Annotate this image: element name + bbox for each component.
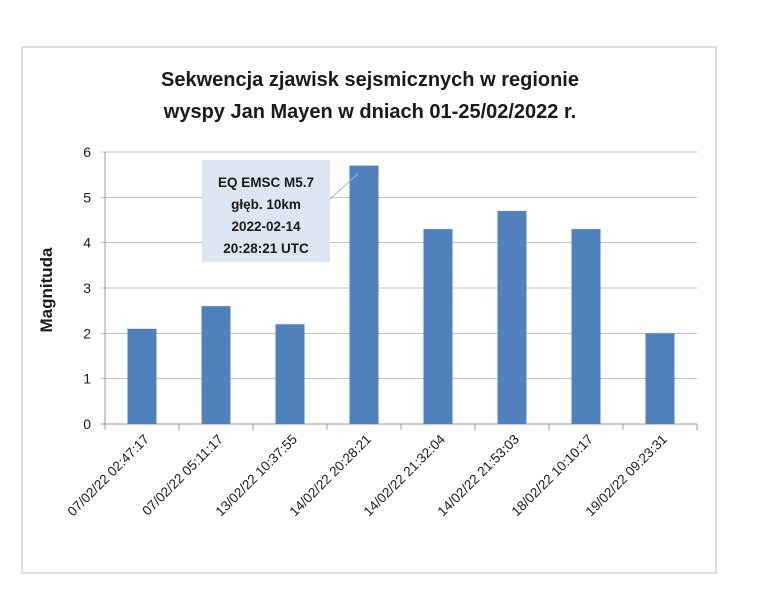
y-tick-label: 3 bbox=[83, 280, 91, 296]
y-tick-label: 4 bbox=[83, 235, 91, 251]
y-tick-label: 1 bbox=[83, 371, 91, 387]
y-tick-label: 0 bbox=[83, 416, 91, 432]
annotation-text-line: 20:28:21 UTC bbox=[223, 241, 309, 256]
chart-title-line-2: wyspy Jan Mayen w dniach 01-25/02/2022 r… bbox=[163, 101, 576, 123]
bar bbox=[571, 229, 601, 424]
bar bbox=[349, 165, 379, 424]
annotation-box bbox=[202, 160, 330, 262]
bar bbox=[275, 324, 305, 424]
y-tick-label: 5 bbox=[83, 189, 91, 205]
annotation-text-line: głęb. 10km bbox=[231, 197, 301, 212]
bar bbox=[127, 328, 157, 424]
annotation-text-line: EQ EMSC M5.7 bbox=[218, 175, 314, 190]
bar bbox=[423, 229, 453, 424]
y-axis-label: Magnituda bbox=[37, 247, 56, 333]
y-tick-label: 2 bbox=[83, 325, 91, 341]
y-tick-label: 6 bbox=[83, 144, 91, 160]
annotation-text-line: 2022-02-14 bbox=[231, 219, 301, 234]
chart-title-line-1: Sekwencja zjawisk sejsmicznych w regioni… bbox=[161, 69, 579, 91]
bar bbox=[497, 210, 527, 424]
bar bbox=[201, 306, 231, 424]
bar bbox=[645, 333, 675, 424]
